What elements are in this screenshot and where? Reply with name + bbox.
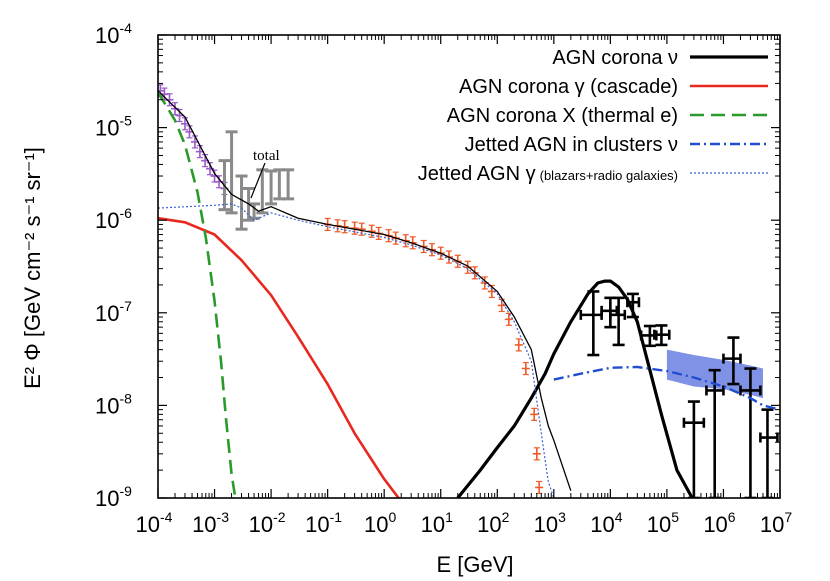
y-tick-label-0: 10-9 <box>95 483 132 511</box>
mev-data-grey-point-1 <box>225 130 238 215</box>
y-tick-exp: -7 <box>119 298 132 314</box>
legend-label-main: AGN corona X (thermal e) <box>447 105 678 127</box>
x-tick-exp: 3 <box>558 509 566 525</box>
x-tick-label-0: 10-4 <box>136 509 173 537</box>
series-line-agn-corona <box>456 279 694 498</box>
legend-label-main: AGN corona ν <box>552 47 678 69</box>
x-tick-exp: 5 <box>671 509 679 525</box>
mev-data-grey-point-2 <box>235 174 248 231</box>
legend-label-small: (blazars+radio galaxies) <box>540 168 678 183</box>
fermi-lat-data-orange-point-23 <box>521 361 530 376</box>
y-tick-label-5: 10-4 <box>95 20 132 48</box>
fermi-lat-data-orange-point-25 <box>532 447 541 461</box>
mev-data-grey-point-4 <box>248 202 261 220</box>
icecube-neutrino-data-black-point-5 <box>653 324 671 347</box>
x-tick-exp: 6 <box>728 509 736 525</box>
x-tick-exp: 1 <box>445 509 453 525</box>
series-line-jetted-agn-in-clusters <box>553 365 780 411</box>
x-tick-label-5: 101 <box>421 509 453 537</box>
y-tick-base: 10 <box>95 208 119 233</box>
icecube-neutrino-data-black-point-8 <box>722 336 742 386</box>
total-annotation-arrow <box>250 162 266 199</box>
x-tick-base: 10 <box>192 512 216 537</box>
x-tick-base: 10 <box>136 512 160 537</box>
series-line-jetted-agn-blazars-radio-galaxies <box>158 203 555 498</box>
legend-label-main: AGN corona γ (cascade) <box>459 76 678 98</box>
icecube-neutrino-data-black-point-1 <box>600 296 619 329</box>
x-tick-exp: 7 <box>784 509 792 525</box>
fermi-lat-data-orange-point-3 <box>350 221 359 235</box>
legend-label-jetted-agn-in-clusters: Jetted AGN in clusters ν <box>465 134 678 156</box>
legend-label-main: Jetted AGN γ <box>418 163 536 185</box>
total-curve <box>158 90 572 491</box>
icecube-neutrino-data-black-point-7 <box>705 368 725 498</box>
plot-frame <box>157 34 781 499</box>
total-annotation: total <box>253 148 280 164</box>
x-tick-exp: -1 <box>330 509 343 525</box>
x-tick-base: 10 <box>703 512 727 537</box>
icecube-neutrino-data-black-point-6 <box>682 400 706 498</box>
x-tick-base: 10 <box>249 512 273 537</box>
legend-label-agn-corona-x-thermal-e: AGN corona X (thermal e) <box>447 105 678 127</box>
legend-label-agn-corona: AGN corona ν <box>552 47 678 69</box>
x-tick-label-9: 105 <box>647 509 679 537</box>
x-tick-label-11: 107 <box>760 509 792 537</box>
fermi-lat-data-orange-point-21 <box>504 312 513 326</box>
y-axis-label: E² Φ [GeV cm⁻² s⁻¹ sr⁻¹] <box>20 147 45 389</box>
x-tick-exp: 0 <box>389 509 397 525</box>
x-tick-label-8: 104 <box>590 509 622 537</box>
fermi-lat-data-orange-point-24 <box>530 407 539 421</box>
y-tick-label-3: 10-6 <box>95 205 132 233</box>
x-tick-label-7: 103 <box>534 509 566 537</box>
icecube-neutrino-data-black-point-9 <box>739 367 762 498</box>
y-tick-exp: -4 <box>119 20 132 36</box>
y-tick-base: 10 <box>95 486 119 511</box>
x-tick-label-10: 106 <box>703 509 735 537</box>
x-tick-base: 10 <box>421 512 445 537</box>
x-tick-base: 10 <box>305 512 329 537</box>
legend-label-main: Jetted AGN in clusters ν <box>465 134 678 156</box>
x-tick-base: 10 <box>590 512 614 537</box>
y-tick-exp: -8 <box>119 390 132 406</box>
y-tick-label-2: 10-7 <box>95 298 132 326</box>
x-tick-exp: -4 <box>160 509 173 525</box>
x-tick-base: 10 <box>534 512 558 537</box>
series-line-agn-corona-x-thermal-e <box>158 91 237 498</box>
y-tick-base: 10 <box>95 23 119 48</box>
x-tick-label-2: 10-2 <box>249 509 286 537</box>
x-tick-label-3: 10-1 <box>305 509 342 537</box>
x-tick-exp: 4 <box>615 509 623 525</box>
fermi-lat-data-orange-point-5 <box>367 224 376 238</box>
legend-label-jetted-agn-blazars-radio-galaxies: Jetted AGN γ (blazars+radio galaxies) <box>418 163 678 185</box>
y-tick-base: 10 <box>95 301 119 326</box>
x-tick-base: 10 <box>477 512 501 537</box>
x-tick-exp: -2 <box>273 509 286 525</box>
series-line-agn-corona-cascade <box>158 216 400 498</box>
y-tick-exp: -5 <box>119 113 132 129</box>
x-tick-base: 10 <box>647 512 671 537</box>
legend-label-agn-corona-cascade: AGN corona γ (cascade) <box>459 76 678 98</box>
x-tick-base: 10 <box>760 512 784 537</box>
y-tick-label-4: 10-5 <box>95 113 132 141</box>
y-tick-exp: -9 <box>119 483 132 499</box>
y-tick-label-1: 10-8 <box>95 390 132 418</box>
icecube-neutrino-data-black-point-10 <box>759 408 779 498</box>
mev-data-grey-point-8 <box>282 168 295 201</box>
y-tick-base: 10 <box>95 116 119 141</box>
x-tick-exp: 2 <box>502 509 510 525</box>
x-tick-exp: -3 <box>217 509 230 525</box>
icecube-neutrino-data-black-point-2 <box>609 296 627 347</box>
x-tick-base: 10 <box>364 512 388 537</box>
x-axis-label: E [GeV] <box>436 552 513 577</box>
x-tick-label-6: 102 <box>477 509 509 537</box>
y-tick-exp: -6 <box>119 205 132 221</box>
x-tick-label-4: 100 <box>364 509 396 537</box>
y-tick-base: 10 <box>95 393 119 418</box>
x-tick-label-1: 10-3 <box>192 509 229 537</box>
fermi-lat-data-orange-point-22 <box>514 338 523 352</box>
fermi-lat-data-orange-point-16 <box>463 260 472 274</box>
